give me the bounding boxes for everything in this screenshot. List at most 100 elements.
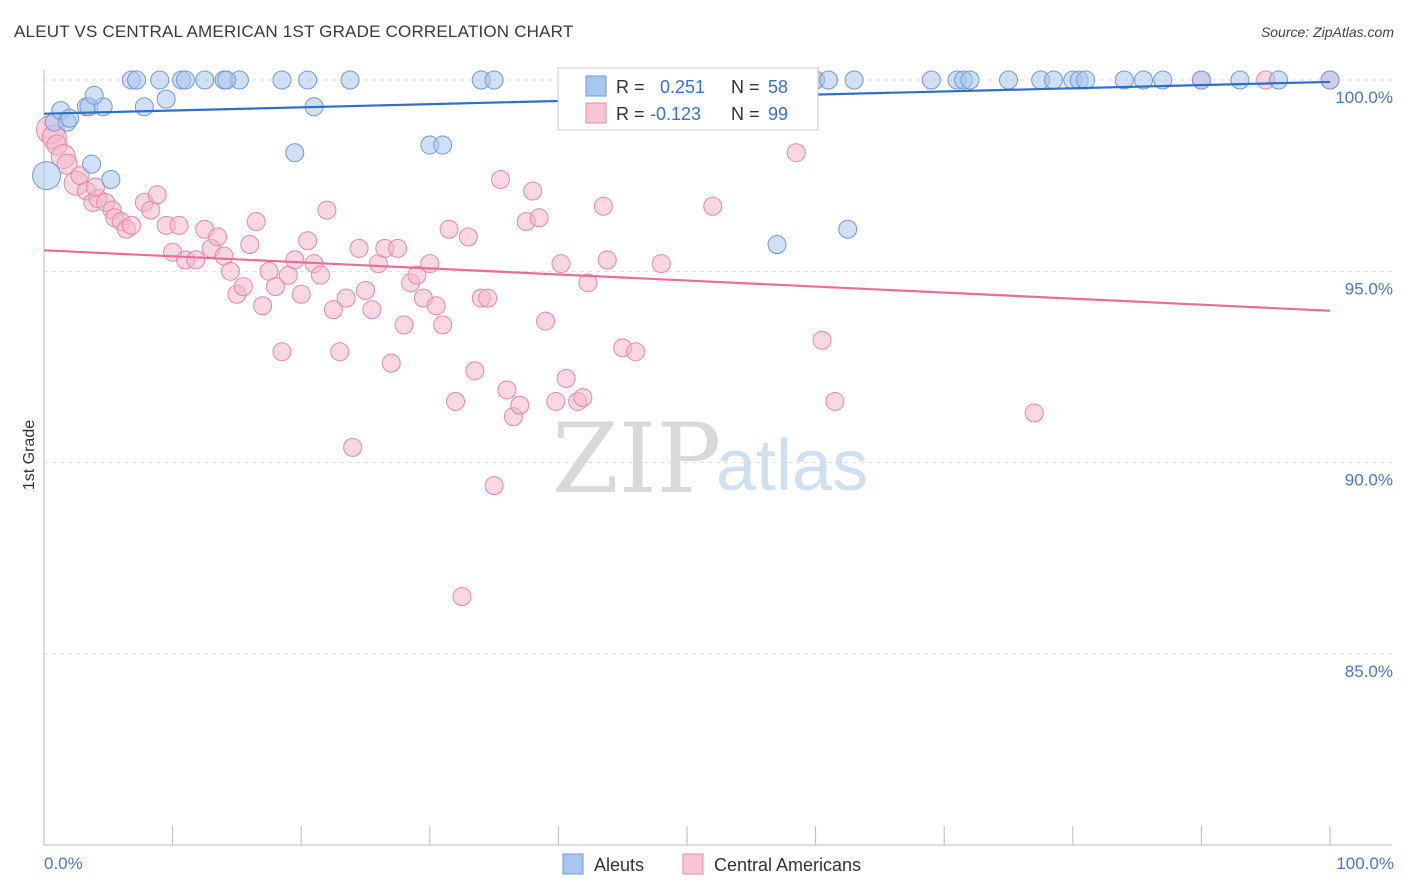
central-american-point-58 (420, 254, 440, 274)
central-american-point-19 (169, 215, 189, 235)
aleut-point-46 (1044, 70, 1064, 90)
x-tick-label-min: 0.0% (44, 854, 83, 873)
aleut-point-37 (767, 235, 787, 255)
central-american-point-68 (484, 476, 504, 496)
bottom-legend-swatch-aleuts (562, 853, 584, 875)
central-american-point-83 (593, 196, 613, 216)
series-central-americans (35, 70, 1340, 607)
central-american-point-89 (786, 143, 806, 163)
central-american-point-82 (578, 273, 598, 293)
aleut-point-50 (1114, 70, 1134, 90)
central-american-point-74 (523, 181, 543, 201)
central-american-point-46 (343, 437, 363, 457)
aleut-point-25 (340, 70, 360, 90)
legend-swatch-central-americans (585, 102, 607, 124)
legend-r-label-aleuts: R = (616, 77, 645, 97)
x-tick-label-max: 100.0% (1336, 854, 1394, 873)
central-american-point-52 (381, 353, 401, 373)
central-american-point-53 (388, 238, 408, 258)
aleut-point-8 (82, 154, 102, 174)
central-american-point-69 (491, 169, 511, 189)
central-american-point-4 (56, 153, 78, 175)
grid (44, 79, 1392, 655)
aleut-point-55 (1269, 70, 1289, 90)
watermark-atlas: atlas (716, 426, 868, 506)
central-american-point-56 (407, 265, 427, 285)
central-american-point-38 (291, 284, 311, 304)
aleut-point-14 (127, 70, 147, 90)
aleut-point-51 (1134, 70, 1154, 90)
legend-r-label-central-americans: R = (616, 104, 645, 124)
axes (43, 70, 1392, 846)
aleut-point-9 (101, 169, 121, 189)
central-american-point-61 (439, 219, 459, 239)
legend-n-value-central-americans: 99 (768, 104, 788, 124)
central-american-point-25 (208, 227, 228, 247)
central-american-point-62 (446, 391, 466, 411)
aleut-point-38 (838, 219, 858, 239)
aleut-point-29 (484, 70, 504, 90)
central-american-point-34 (265, 277, 285, 297)
central-american-point-54 (394, 315, 414, 335)
aleut-point-54 (1230, 70, 1250, 90)
central-american-point-63 (452, 587, 472, 607)
chart-title: ALEUT VS CENTRAL AMERICAN 1ST GRADE CORR… (14, 22, 574, 41)
bottom-legend: Aleuts Central Americans (562, 853, 861, 875)
aleut-point-10 (84, 85, 104, 105)
central-american-point-98 (121, 215, 141, 235)
aleut-point-21 (272, 70, 292, 90)
central-american-point-59 (426, 296, 446, 316)
aleut-point-57 (217, 70, 237, 90)
aleut-point-22 (298, 70, 318, 90)
aleut-point-11 (134, 97, 154, 117)
trend-line-central-americans (43, 249, 1331, 312)
central-american-point-35 (272, 342, 292, 362)
aleut-point-15 (150, 70, 170, 90)
y-axis-title: 1st Grade (21, 420, 38, 490)
central-american-point-72 (510, 395, 530, 415)
central-american-point-48 (356, 280, 375, 300)
central-american-point-30 (240, 235, 260, 255)
central-american-point-37 (285, 250, 305, 270)
aleut-point-36 (818, 70, 838, 90)
watermark-zip: ZIP (552, 403, 721, 515)
central-american-point-87 (651, 254, 671, 274)
legend-n-label-aleuts: N = (731, 77, 760, 97)
central-american-point-43 (323, 300, 343, 320)
central-american-point-93 (1024, 403, 1044, 423)
bottom-legend-label-aleuts: Aleuts (594, 855, 644, 875)
aleut-point-44 (999, 70, 1018, 90)
aleut-point-18 (195, 70, 215, 90)
legend-r-value-aleuts: 0.251 (660, 77, 705, 97)
aleut-point-56 (1320, 70, 1340, 90)
central-american-point-92 (825, 391, 845, 411)
central-american-point-60 (433, 315, 453, 335)
aleut-point-23 (285, 143, 305, 163)
aleut-point-39 (844, 70, 864, 90)
central-american-point-65 (465, 361, 485, 381)
bottom-legend-swatch-central-americans (682, 853, 704, 875)
central-american-point-77 (546, 391, 566, 411)
aleut-point-27 (433, 135, 453, 155)
central-american-point-31 (246, 212, 266, 232)
y-tick-label-85: 85.0% (1345, 662, 1393, 681)
aleut-point-17 (175, 70, 195, 90)
central-american-point-81 (573, 388, 593, 408)
aleut-point-52 (1153, 70, 1173, 90)
central-american-point-41 (310, 265, 330, 285)
central-american-point-67 (478, 288, 498, 308)
central-american-point-49 (362, 300, 382, 320)
central-american-point-75 (529, 208, 549, 228)
legend-r-value-central-americans: -0.123 (650, 104, 701, 124)
central-american-point-76 (536, 311, 556, 331)
central-american-point-39 (298, 231, 318, 251)
x-tick-labels: 0.0% 100.0% (44, 854, 1394, 873)
aleut-point-0 (32, 161, 62, 191)
central-american-point-44 (330, 342, 350, 362)
legend-n-value-aleuts: 58 (768, 77, 788, 97)
central-american-point-88 (703, 196, 723, 216)
aleut-point-40 (921, 70, 941, 90)
central-american-point-64 (458, 227, 478, 247)
central-american-point-32 (253, 296, 273, 316)
